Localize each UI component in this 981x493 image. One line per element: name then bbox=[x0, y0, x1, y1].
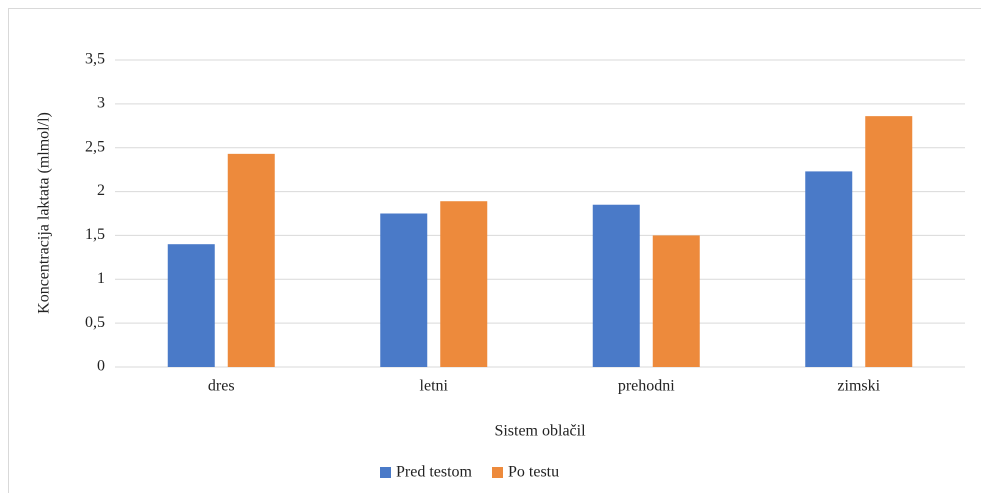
x-tick-label: prehodni bbox=[618, 378, 675, 395]
y-tick-label: 1,5 bbox=[85, 226, 105, 243]
legend-label: Pred testom bbox=[396, 464, 473, 481]
bar bbox=[167, 244, 215, 367]
legend-swatch bbox=[380, 467, 391, 478]
chart-frame bbox=[8, 8, 981, 493]
y-tick-label: 3 bbox=[97, 95, 105, 112]
x-tick-label: zimski bbox=[837, 378, 880, 395]
bar bbox=[865, 116, 913, 367]
x-axis-title: Sistem oblačil bbox=[494, 423, 586, 440]
x-tick-label: dres bbox=[208, 378, 235, 395]
bar bbox=[227, 153, 275, 367]
y-tick-label: 2 bbox=[97, 182, 105, 199]
y-tick-label: 0 bbox=[97, 358, 105, 375]
legend-label: Po testu bbox=[508, 464, 559, 481]
bar bbox=[380, 213, 428, 367]
y-tick-label: 2,5 bbox=[85, 138, 105, 155]
bar bbox=[652, 235, 700, 367]
y-axis-title: Koncentracija laktata (mlmol/l) bbox=[36, 112, 53, 314]
y-tick-label: 0,5 bbox=[85, 314, 105, 331]
legend-swatch bbox=[492, 467, 503, 478]
y-tick-label: 3,5 bbox=[85, 51, 105, 68]
bar bbox=[592, 204, 640, 367]
bar bbox=[805, 171, 853, 367]
bar bbox=[440, 201, 488, 367]
x-tick-label: letni bbox=[420, 378, 449, 395]
y-tick-label: 1 bbox=[97, 270, 105, 287]
